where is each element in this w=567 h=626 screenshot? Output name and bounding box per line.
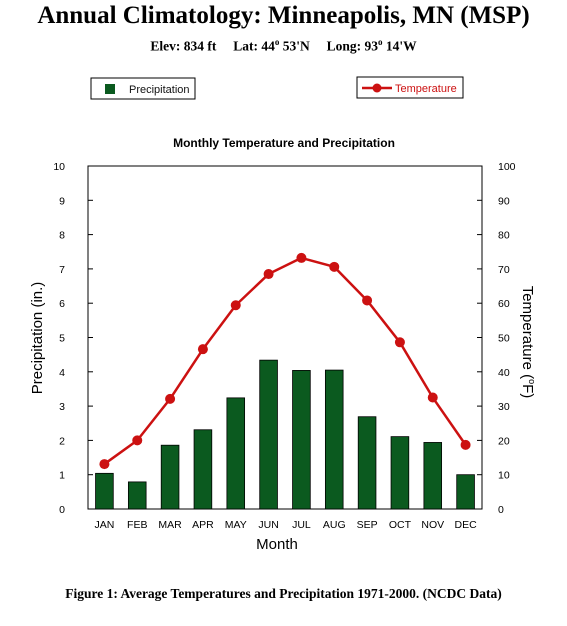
x-tick-label: JAN (94, 519, 114, 531)
right-tick-label: 0 (498, 504, 504, 516)
temp-point (427, 392, 438, 403)
precip-bar (390, 436, 410, 510)
lat-degrees: 44 (261, 38, 275, 54)
long-minutes: 14'W (385, 38, 417, 54)
long-degree-mark: o (378, 37, 383, 47)
right-tick-label: 80 (498, 230, 510, 242)
precip-bar (95, 472, 114, 510)
right-axis-label-prefix: Temperature ( (519, 286, 536, 379)
legend-temp-marker (372, 83, 382, 93)
temp-point (460, 439, 471, 450)
right-axis-label-degree: o (527, 379, 537, 384)
legend-precip-box (90, 77, 196, 100)
long-degrees: 93 (364, 38, 379, 54)
temp-point (362, 295, 373, 306)
right-tick-label: 40 (498, 367, 510, 379)
plot-frame (87, 165, 483, 510)
x-tick-label: AUG (323, 519, 346, 531)
right-tick-label: 90 (498, 195, 510, 207)
precip-bar (423, 442, 443, 510)
legend-temp-box (356, 76, 464, 99)
temperature-series (99, 252, 471, 470)
precip-bar (324, 369, 344, 510)
temp-point (394, 337, 405, 348)
x-tick-label: APR (192, 519, 214, 531)
right-tick-label: 30 (498, 401, 510, 413)
precip-bar (193, 429, 213, 510)
left-tick-label: 2 (59, 435, 65, 447)
x-tick-label: DEC (454, 519, 477, 531)
left-tick-label: 1 (59, 470, 65, 482)
temp-point (132, 435, 143, 446)
lat-minutes: 53'N (282, 38, 310, 54)
temp-line-path (103, 256, 467, 466)
left-tick-label: 5 (59, 333, 65, 345)
long-label: Long: (326, 38, 362, 54)
figure-caption: Figure 1: Average Temperatures and Preci… (65, 586, 502, 601)
right-axis-label-suffix: F) (519, 384, 536, 398)
right-tick-label: 60 (498, 298, 510, 310)
legend-temp-label: Temperature (395, 83, 457, 95)
x-tick-label: NOV (421, 519, 444, 531)
precip-bar (357, 416, 377, 510)
x-tick-label: SEP (357, 519, 378, 531)
chart-title: Monthly Temperature and Precipitation (173, 136, 395, 150)
precip-bar (226, 397, 246, 510)
temp-point (329, 261, 340, 272)
left-tick-label: 0 (59, 504, 65, 516)
x-axis: JAN FEB MAR APR MAY JUN JUL AUG SEP OCT NOV DEC (94, 504, 477, 531)
x-axis-label: Month (256, 536, 298, 553)
temp-point (263, 269, 274, 280)
lat-degree-mark: o (274, 37, 280, 47)
station-info: Elev: 834 ft Lat: 44o 53'N Long: 93o 14'… (0, 37, 567, 55)
right-tick-label: 10 (498, 470, 510, 482)
left-tick-label: 3 (59, 401, 65, 413)
x-tick-label: OCT (389, 519, 412, 531)
right-tick-label: 100 (498, 161, 516, 173)
left-tick-label: 4 (59, 367, 65, 379)
left-tick-label: 7 (59, 264, 65, 276)
left-axis: 0 1 2 3 4 5 6 7 8 9 10 (53, 161, 93, 516)
legend-temperature: Temperature (356, 76, 464, 99)
precip-bar (456, 474, 475, 510)
x-tick-label: MAY (225, 519, 247, 531)
right-axis-label: Temperature (oF) (519, 286, 537, 399)
x-tick-label: FEB (127, 519, 147, 531)
page-title: Annual Climatology: Minneapolis, MN (MSP… (37, 2, 530, 29)
precipitation-bars (95, 359, 475, 510)
left-axis-label: Precipitation (in.) (29, 282, 46, 395)
precip-bar (259, 359, 278, 510)
x-tick-label: MAR (158, 519, 182, 531)
right-tick-label: 70 (498, 264, 510, 276)
legend-precip-label: Precipitation (129, 84, 190, 96)
temp-point (296, 252, 307, 263)
precip-bar (160, 444, 180, 510)
x-tick-label: JUN (258, 519, 278, 531)
legend-precip-swatch (105, 84, 115, 94)
left-tick-label: 9 (59, 195, 65, 207)
right-tick-label: 50 (498, 333, 510, 345)
temp-point (230, 300, 241, 311)
precip-bar (127, 481, 147, 510)
left-tick-label: 10 (53, 161, 65, 173)
right-axis: 0 10 20 30 40 50 60 70 80 90 100 (477, 161, 516, 516)
elev-value: 834 ft (183, 38, 217, 54)
temp-point (197, 344, 208, 355)
elev-label: Elev: (150, 38, 181, 54)
lat-label: Lat: (233, 38, 258, 54)
temp-point (99, 459, 110, 470)
left-tick-label: 8 (59, 230, 65, 242)
x-tick-label: JUL (292, 519, 311, 531)
left-tick-label: 6 (59, 298, 65, 310)
precip-bar (292, 370, 311, 510)
legend-precipitation: Precipitation (90, 77, 196, 100)
right-tick-label: 20 (498, 435, 510, 447)
temp-point (165, 393, 176, 404)
